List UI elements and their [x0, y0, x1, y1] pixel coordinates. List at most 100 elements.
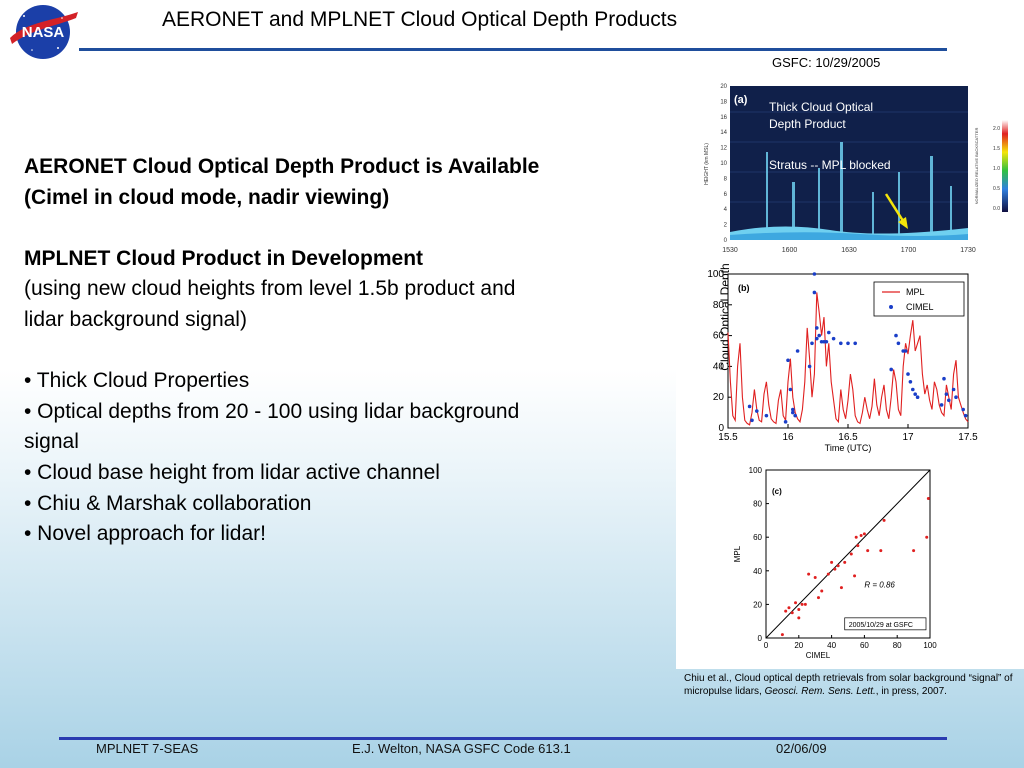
xtick-label: 0 — [764, 641, 769, 650]
cimel-point — [894, 333, 898, 338]
scatter-point — [882, 518, 886, 522]
cimel-point — [831, 336, 836, 341]
cimel-point — [908, 380, 913, 384]
legend-mpl-label: MPL — [906, 287, 925, 297]
cimel-point — [947, 398, 951, 403]
scatter-point — [816, 596, 820, 600]
cimel-point — [896, 341, 901, 346]
ytick-label: 80 — [713, 300, 725, 311]
title-divider — [79, 48, 947, 51]
ytick-label: 80 — [753, 500, 762, 509]
lidar-xtick-label: 1730 — [960, 247, 976, 254]
cimel-point — [827, 330, 831, 335]
cimel-point — [911, 387, 915, 392]
date-label: GSFC: 10/29/2005 — [772, 55, 881, 70]
ytick-label: 20 — [753, 600, 762, 609]
xtick-label: 40 — [827, 641, 836, 650]
cimel-point — [812, 290, 817, 295]
page-title: AERONET and MPLNET Cloud Optical Depth P… — [162, 8, 678, 31]
legend-cimel-swatch — [889, 305, 893, 309]
scatter-point — [854, 535, 858, 539]
heading-aeronet: AERONET Cloud Optical Depth Product is A… — [24, 155, 540, 178]
nasa-logo: NASA — [10, 5, 78, 59]
footer-divider — [59, 737, 947, 740]
x-axis-label: Time (UTC) — [825, 443, 872, 453]
cimel-point — [764, 413, 769, 418]
scatter-point — [800, 602, 804, 606]
scatter-point — [833, 567, 837, 571]
bullet-item: • Cloud base height from lidar active ch… — [24, 460, 440, 484]
cimel-point — [815, 326, 819, 330]
scatter-point — [866, 549, 870, 553]
cimel-point — [903, 349, 908, 353]
lidar-ytick-label: 14 — [720, 130, 727, 136]
scatter-point — [790, 611, 794, 615]
xtick-label: 100 — [923, 641, 937, 650]
xtick-label: 60 — [860, 641, 869, 650]
scatter-point — [926, 497, 930, 501]
y-axis-label: MPL — [733, 545, 742, 562]
cimel-point — [906, 372, 910, 376]
cimel-point — [810, 341, 814, 346]
cimel-point — [853, 341, 857, 346]
cimel-point — [817, 333, 821, 338]
scatter-point — [839, 586, 843, 590]
cimel-point — [807, 364, 812, 369]
svg-text:NASA: NASA — [22, 24, 65, 41]
ytick-label: 0 — [718, 423, 724, 434]
ytick-label: 40 — [713, 361, 725, 372]
x-axis-label: CIMEL — [806, 651, 831, 660]
scatter-point — [826, 572, 830, 576]
lidar-ylabel: HEIGHT (km MSL) — [704, 143, 710, 185]
scatter-point — [859, 534, 863, 538]
cimel-point — [812, 272, 817, 276]
cimel-point — [942, 376, 946, 381]
heading-aeronet-sub: (Cimel in cloud mode, nadir viewing) — [24, 185, 390, 209]
scatter-point — [856, 544, 860, 548]
bullet-item: • Thick Cloud Properties — [24, 369, 250, 393]
scatter-point — [925, 535, 929, 539]
scatter-point — [787, 606, 791, 610]
scatter-point — [784, 609, 788, 613]
legend-cimel-label: CIMEL — [906, 302, 934, 312]
lidar-xtick-label: 1600 — [782, 247, 798, 254]
cimel-point — [889, 367, 893, 372]
cimel-point — [963, 413, 968, 418]
series-mpl-line — [727, 292, 969, 426]
lidar-xtick-label: 1530 — [722, 247, 738, 254]
ytick-label: 60 — [713, 331, 725, 342]
annotation-stratus: Stratus -- MPL blocked — [769, 158, 891, 172]
lidar-backscatter-image: (a) Thick Cloud Optical Depth Product St… — [700, 82, 1016, 257]
scatter-point — [780, 633, 784, 637]
cimel-point — [786, 358, 790, 363]
lidar-ytick-label: 0 — [724, 238, 728, 244]
scatter-point — [879, 549, 883, 553]
lidar-ytick-label: 12 — [720, 146, 727, 152]
scatter-point — [849, 552, 853, 556]
lidar-ytick-label: 10 — [720, 161, 727, 167]
scatter-point — [807, 572, 811, 576]
optical-depth-timeseries-chart: 0 20 40 60 80 100 15.5 16 16.5 17 17.5 Time (UTC) (b… — [707, 269, 978, 453]
lidar-ytick-label: 4 — [724, 207, 728, 213]
colorbar-label: NORMALIZED RELATIVE BACKSCATTER — [974, 128, 979, 205]
xtick-label: 17 — [902, 432, 914, 443]
xtick-label: 16.5 — [838, 432, 858, 443]
cimel-point — [846, 341, 850, 346]
citation-journal: Geosci. Rem. Sens. Lett. — [764, 686, 876, 697]
ytick-label: 20 — [713, 392, 725, 403]
cimel-point — [788, 387, 793, 392]
mplnet-note-line1: (using new cloud heights from level 1.5b… — [24, 277, 516, 301]
cimel-point — [783, 420, 788, 424]
colorbar-tick-label: 0.0 — [993, 206, 1000, 212]
one-to-one-line — [765, 469, 931, 639]
scatter-point — [862, 532, 866, 536]
citation-text: Chiu et al., Cloud optical depth retriev… — [684, 673, 1013, 697]
footer-date: 02/06/09 — [776, 741, 827, 756]
lidar-image-area — [730, 86, 968, 240]
lidar-ytick-label: 6 — [724, 192, 728, 198]
cimel-point — [791, 407, 795, 412]
mplnet-note-line2: lidar background signal) — [24, 307, 247, 331]
ytick-label: 0 — [758, 634, 763, 643]
scatter-point — [797, 616, 801, 620]
footer-left: MPLNET 7-SEAS — [96, 741, 199, 756]
